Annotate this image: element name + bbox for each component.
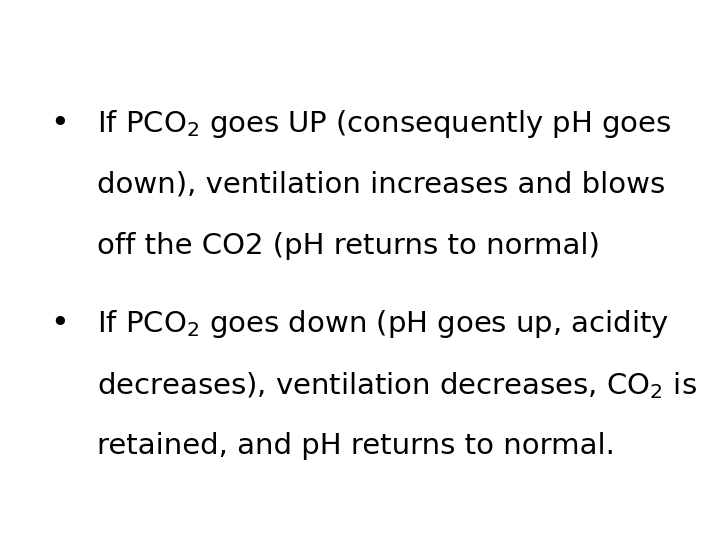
Text: If PCO$_{2}$ goes UP (consequently pH goes: If PCO$_{2}$ goes UP (consequently pH go…	[97, 108, 672, 140]
Text: •: •	[50, 108, 69, 139]
Text: •: •	[50, 308, 69, 339]
Text: off the CO2 (pH returns to normal): off the CO2 (pH returns to normal)	[97, 232, 600, 260]
Text: retained, and pH returns to normal.: retained, and pH returns to normal.	[97, 432, 615, 460]
Text: down), ventilation increases and blows: down), ventilation increases and blows	[97, 170, 665, 198]
Text: If PCO$_{2}$ goes down (pH goes up, acidity: If PCO$_{2}$ goes down (pH goes up, acid…	[97, 308, 670, 340]
Text: decreases), ventilation decreases, CO$_{2}$ is: decreases), ventilation decreases, CO$_{…	[97, 370, 697, 401]
